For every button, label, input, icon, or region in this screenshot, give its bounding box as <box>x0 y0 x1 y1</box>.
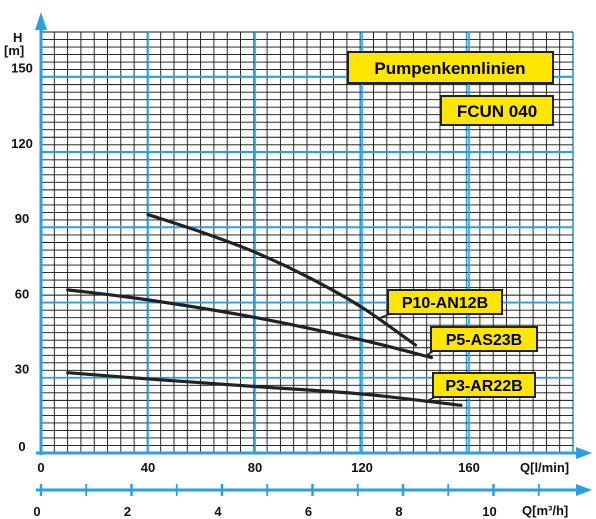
subtitle-box-bg <box>440 95 554 126</box>
x-tick-label: 120 <box>351 460 373 475</box>
ticks: 0 40 80 120 160 0 2 4 6 8 10 0 30 60 90 120 150 <box>11 61 497 519</box>
x2-tick-label: 6 <box>305 504 312 519</box>
x2-tick-label: 10 <box>482 504 496 519</box>
y-tick-label: 0 <box>18 439 25 454</box>
subtitle-box: FCUN 040 <box>440 95 554 126</box>
x-tick-label: 160 <box>458 460 480 475</box>
label-box-p5-as23b <box>430 326 538 352</box>
curves <box>66 212 463 407</box>
y-axis-label-h: H <box>13 30 22 45</box>
axes <box>35 12 592 496</box>
title-box: Pumpenkennlinien <box>347 51 554 84</box>
y-axis-arrow <box>35 12 47 30</box>
x-tick-label: 80 <box>248 460 262 475</box>
curve-p3-ar22b <box>66 371 463 407</box>
x2-axis-arrow <box>576 484 592 496</box>
curve-p10-an12b <box>146 212 418 347</box>
y-tick-label: 30 <box>15 362 29 377</box>
x-tick-label: 0 <box>37 460 44 475</box>
series-label-p10-an12b: P10-AN12B <box>402 295 488 312</box>
x2-tick-label: 8 <box>395 504 402 519</box>
title-box-bg <box>347 51 554 84</box>
x2-tick-label: 0 <box>33 504 40 519</box>
x-axis-label: Q[l/min] <box>520 460 569 475</box>
label-box-p10-an12b <box>387 289 503 315</box>
y-axis-label-unit: [m] <box>4 43 24 58</box>
series-label-p5-as23b: P5-AS23B <box>446 332 522 349</box>
x-axis-arrow <box>576 447 592 459</box>
y-tick-label: 120 <box>11 136 33 151</box>
x2-tick-label: 2 <box>124 504 131 519</box>
y-tick-label: 90 <box>15 211 29 226</box>
chart-title: Pumpenkennlinien <box>374 59 525 78</box>
y-tick-label: 150 <box>11 61 33 76</box>
y-tick-label: 60 <box>15 286 29 301</box>
x2-tick-label: 4 <box>214 504 222 519</box>
chart-subtitle: FCUN 040 <box>457 102 537 121</box>
x2-axis-label: Q[m³/h] <box>522 503 568 518</box>
series-label-p3-ar22b: P3-AR22B <box>445 378 522 395</box>
label-box-p3-ar22b <box>432 372 536 398</box>
curve-p5-as23b <box>66 288 434 360</box>
x-tick-label: 40 <box>141 460 155 475</box>
labels: P10-AN12B P5-AS23B P3-AR22B <box>379 289 538 403</box>
